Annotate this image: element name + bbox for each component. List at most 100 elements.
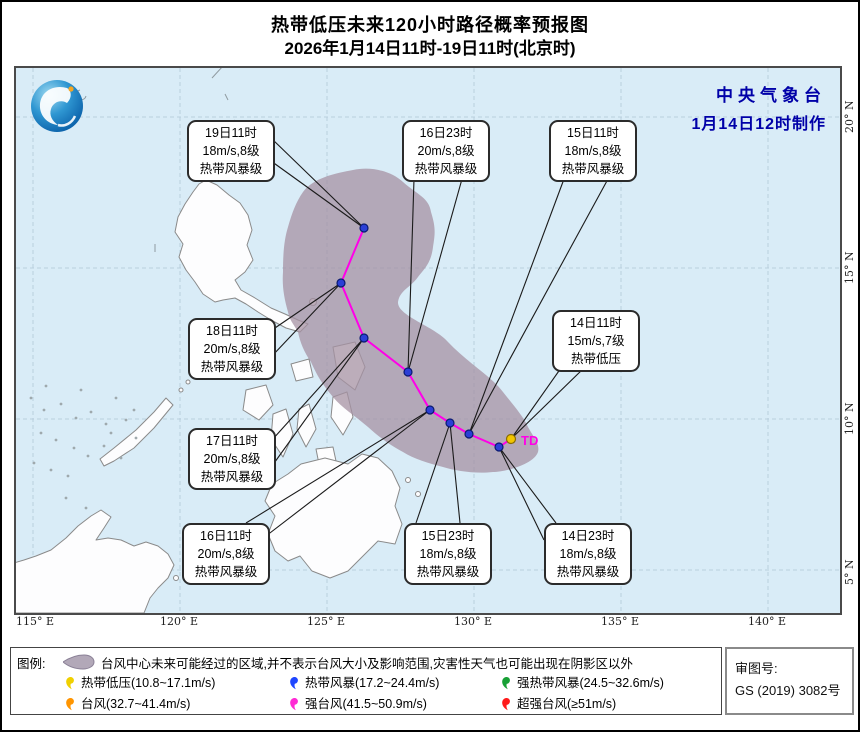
land-cebu (296, 403, 317, 448)
x-tick: 135° E (600, 615, 640, 628)
forecast-label-14d23h: 14日23时 18m/s,8级 热带风暴级 (544, 523, 632, 585)
forecast-time: 17日11时 (206, 434, 258, 448)
track-points (336, 223, 504, 452)
legend-item-label: 强台风(41.5~50.9m/s) (305, 697, 427, 711)
forecast-time: 14日23时 (561, 529, 615, 543)
legend-item-ts: 热带风暴(17.2~24.4m/s) (289, 672, 439, 691)
forecast-intensity: 热带风暴级 (556, 565, 620, 579)
track-point (494, 442, 504, 452)
forecast-intensity: 热带风暴级 (414, 162, 478, 176)
forecast-label-16d11h: 16日11时 20m/s,8级 热带风暴级 (182, 523, 270, 585)
legend-title: 图例: (17, 657, 46, 671)
track-point (425, 405, 435, 415)
land-borneo (16, 509, 175, 613)
cyclone-icon (290, 697, 298, 711)
forecast-wind: 18m/s,8级 (559, 547, 617, 561)
forecast-wind: 20m/s,8级 (203, 452, 261, 466)
reef-specks (29, 384, 138, 510)
cyclone-icon (290, 676, 298, 690)
forecast-label-18d11h: 18日11时 20m/s,8级 热带风暴级 (188, 318, 276, 380)
legend-item-label: 强热带风暴(24.5~32.6m/s) (517, 676, 664, 690)
td-label: TD (521, 433, 538, 448)
issue-time: 1月14日12时制作 (691, 116, 826, 133)
forecast-intensity: 热带风暴级 (200, 360, 264, 374)
legend-item-td: 热带低压(10.8~17.1m/s) (65, 672, 215, 691)
forecast-label-14d11h: 14日11时 15m/s,7级 热带低压 (552, 310, 640, 372)
forecast-intensity: 热带风暴级 (561, 162, 625, 176)
map-approval-box: 审图号: GS (2019) 3082号 (725, 647, 854, 715)
legend-row-2: 台风(32.7~41.4m/s) 强台风(41.5~50.9m/s) 超强台风(… (11, 693, 721, 713)
land-luzon (174, 179, 309, 333)
legend-row-cone: 图例: 台风中心未来可能经过的区域,并不表示台风大小及影响范围,灾害性天气也可能… (11, 651, 721, 671)
forecast-intensity: 热带低压 (570, 352, 621, 366)
forecast-time: 14日11时 (570, 316, 622, 330)
track-point (336, 278, 346, 288)
legend-panel: 图例: 台风中心未来可能经过的区域,并不表示台风大小及影响范围,灾害性天气也可能… (10, 647, 722, 715)
track-start-point (505, 433, 517, 445)
legend-item-ty: 台风(32.7~41.4m/s) (65, 693, 190, 712)
forecast-label-17d11h: 17日11时 20m/s,8级 热带风暴级 (188, 428, 276, 490)
forecast-intensity: 热带风暴级 (200, 470, 264, 484)
legend-item-sts: 强热带风暴(24.5~32.6m/s) (501, 672, 664, 691)
map-graphics: TD (16, 68, 840, 613)
forecast-time: 16日23时 (419, 126, 473, 140)
cone-note: 台风中心未来可能经过的区域,并不表示台风大小及影响范围,灾害性天气也可能出现在阴… (101, 657, 633, 671)
track-point (403, 367, 413, 377)
page-title: 热带低压未来120小时路径概率预报图 (270, 15, 590, 35)
cone-icon (63, 654, 95, 670)
forecast-intensity: 热带风暴级 (199, 162, 263, 176)
forecast-wind: 20m/s,8级 (197, 547, 255, 561)
forecast-intensity: 热带风暴级 (194, 565, 258, 579)
approval-number: GS (2019) 3082号 (735, 683, 841, 698)
agency-name: 中央气象台 (716, 86, 826, 105)
y-tick: 15° N (843, 251, 856, 285)
forecast-label-15d23h: 15日23时 18m/s,8级 热带风暴级 (404, 523, 492, 585)
forecast-intensity: 热带风暴级 (416, 565, 480, 579)
legend-item-label: 热带风暴(17.2~24.4m/s) (305, 676, 440, 690)
forecast-label-15d11h: 15日11时 18m/s,8级 热带风暴级 (549, 120, 637, 182)
legend-item-label: 台风(32.7~41.4m/s) (81, 697, 191, 711)
forecast-time: 15日23时 (421, 529, 475, 543)
track-point (464, 429, 474, 439)
forecast-wind: 15m/s,7级 (567, 334, 625, 348)
land-mindanao (264, 453, 403, 579)
forecast-time: 19日11时 (205, 126, 257, 140)
gridlines (16, 68, 840, 613)
cyclone-icon (66, 697, 74, 711)
forecast-wind: 18m/s,8级 (202, 144, 260, 158)
page-subtitle: 2026年1月14日11时-19日11时(北京时) (284, 39, 576, 58)
probability-cone (282, 168, 539, 473)
forecast-wind: 20m/s,8级 (203, 342, 261, 356)
forecast-wind: 18m/s,8级 (419, 547, 477, 561)
x-tick: 130° E (453, 615, 493, 628)
legend-item-label: 热带低压(10.8~17.1m/s) (81, 676, 216, 690)
cma-logo-swirl (39, 86, 77, 127)
y-tick: 5° N (843, 559, 856, 585)
track-point (445, 418, 455, 428)
legend-item-sty: 强台风(41.5~50.9m/s) (289, 693, 427, 712)
cma-logo (31, 80, 83, 132)
land-panay (242, 384, 274, 421)
track-point (359, 333, 369, 343)
approval-label: 审图号: (735, 661, 778, 676)
x-tick: 115° E (15, 615, 55, 628)
x-tick: 125° E (306, 615, 346, 628)
forecast-wind: 20m/s,8级 (417, 144, 475, 158)
forecast-time: 15日11时 (567, 126, 619, 140)
forecast-time: 18日11时 (206, 324, 258, 338)
cyclone-icon (502, 697, 510, 711)
x-tick: 140° E (747, 615, 787, 628)
agency-credit: 中央气象台 1月14日12时制作 (692, 81, 827, 134)
x-tick: 120° E (159, 615, 199, 628)
forecast-time: 16日11时 (200, 529, 252, 543)
y-tick: 20° N (843, 100, 856, 134)
map-canvas: TD 中央气象台 1月14日12时制作 19日11时 18m/s,8级 热带风暴… (14, 66, 842, 615)
leader-lines (245, 137, 609, 541)
cyclone-icon (502, 676, 510, 690)
land-masbate (290, 358, 314, 382)
forecast-label-19d11h: 19日11时 18m/s,8级 热带风暴级 (187, 120, 275, 182)
track-point (359, 223, 369, 233)
forecast-label-16d23h: 16日23时 20m/s,8级 热带风暴级 (402, 120, 490, 182)
land-palawan (99, 397, 174, 467)
